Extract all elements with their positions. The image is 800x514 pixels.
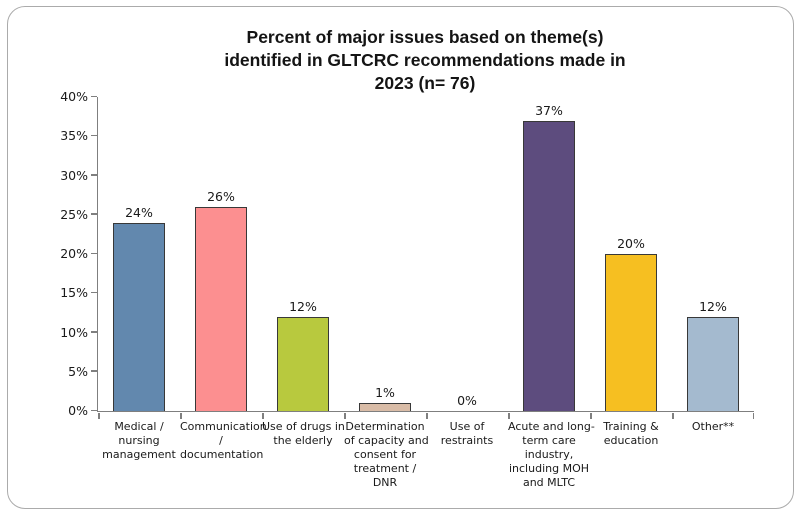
category-label-line: /: [219, 434, 223, 447]
x-tick-mark: [344, 412, 346, 419]
category-label: Acute and long-term care industry, includi…: [508, 420, 595, 490]
y-tick-mark: [90, 174, 97, 176]
bar-column: 37%: [508, 97, 590, 411]
y-tick-label: 35%: [60, 128, 88, 144]
bar-value-label: 37%: [535, 102, 563, 118]
y-tick-mark: [90, 291, 97, 294]
y-tick-mark: [90, 252, 97, 254]
category-label-line: industry,: [524, 448, 574, 461]
y-tick-label: 25%: [60, 206, 88, 222]
bar-column: 1%: [344, 97, 426, 411]
category-label-line: Other**: [691, 420, 735, 433]
bar: [277, 316, 329, 411]
bar-column: 24%: [98, 97, 180, 411]
category-label-line: education: [603, 434, 659, 447]
category-label-line: DNR: [372, 476, 398, 489]
y-tick-mark: [90, 331, 97, 333]
category-label: Use of restraints: [426, 420, 508, 490]
bar: [605, 254, 657, 411]
category-label-line: restraints: [440, 434, 494, 447]
y-tick-mark: [90, 95, 97, 97]
category-label-line: nursing: [118, 434, 160, 447]
category-label: Medical / nursing management: [98, 420, 180, 490]
category-label-line: Training &: [603, 420, 659, 433]
bar-value-label: 12%: [699, 298, 727, 314]
category-label: Other**: [672, 420, 754, 490]
y-tick-mark: [90, 213, 97, 215]
bar: [523, 120, 575, 411]
bar-value-label: 12%: [289, 298, 317, 314]
category-label-line: consent for: [353, 448, 417, 461]
y-tick-label: 40%: [60, 89, 88, 104]
x-tick-mark: [262, 412, 264, 419]
bar-value-label: 26%: [207, 188, 235, 204]
bar-column: 26%: [180, 97, 262, 411]
plot-area: 24% 26% 12% 1% 0% 37% 20% 12% Medical / nursing m…: [60, 90, 754, 489]
bar: [687, 316, 739, 411]
category-label: Training & education: [590, 420, 672, 490]
chart-title-line-3: 2023 (n= 76): [374, 73, 476, 93]
category-label-line: the elderly: [273, 434, 333, 447]
category-label: Determination of capacity and consent for t…: [344, 420, 429, 490]
category-label-line: Communication: [180, 420, 267, 433]
bar-column: 0%: [426, 97, 508, 411]
category-label: Communication / documentation: [180, 420, 267, 490]
category-label-line: Medical /: [114, 420, 164, 433]
category-label-line: and MLTC: [522, 476, 576, 489]
category-label-line: documentation: [180, 448, 264, 461]
y-tick-label: 20%: [60, 246, 88, 261]
y-tick-label: 10%: [60, 324, 88, 340]
y-tick-mark: [90, 409, 97, 411]
bar-value-label: 0%: [457, 393, 477, 408]
x-tick-mark: [672, 412, 674, 419]
chart-title: Percent of major issues based on theme(s…: [60, 26, 790, 95]
bar: [113, 222, 165, 411]
y-tick-mark: [90, 370, 97, 372]
x-tick-mark: [590, 412, 592, 419]
y-tick-mark: [90, 134, 97, 137]
category-label-line: Determination: [345, 420, 425, 433]
x-tick-mark: [508, 412, 510, 419]
category-label: Use of drugs in the elderly: [262, 420, 345, 490]
x-tick-mark: [752, 412, 754, 419]
bar-value-label: 1%: [375, 385, 395, 401]
category-label-line: Use of drugs in: [262, 420, 345, 433]
category-label-line: term care: [522, 434, 576, 447]
bar: [195, 206, 247, 411]
y-tick-label: 0%: [68, 403, 88, 418]
bar-series: 24% 26% 12% 1% 0% 37% 20% 12%: [98, 97, 754, 411]
bar-value-label: 24%: [125, 204, 153, 220]
bar: [359, 403, 411, 411]
chart-title-line-2: identified in GLTCRC recommendations mad…: [224, 50, 626, 70]
category-label-line: including MOH: [508, 462, 589, 475]
x-tick-mark: [98, 412, 100, 419]
y-tick-label: 15%: [60, 285, 88, 301]
bar-column: 12%: [672, 97, 754, 411]
x-tick-mark: [426, 412, 428, 419]
category-label-line: management: [102, 448, 176, 461]
x-axis-category-labels: Medical / nursing management Communication /…: [98, 420, 754, 490]
category-label-line: treatment /: [353, 462, 417, 475]
x-tick-mark: [180, 412, 182, 419]
bar-column: 12%: [262, 97, 344, 411]
bar-value-label: 20%: [617, 236, 645, 251]
y-tick-label: 30%: [60, 167, 88, 183]
y-tick-label: 5%: [68, 363, 88, 379]
category-label-line: Acute and long-: [508, 420, 595, 433]
bar-column: 20%: [590, 97, 672, 411]
category-label-line: Use of: [449, 420, 485, 433]
chart-title-line-1: Percent of major issues based on theme(s…: [246, 27, 604, 47]
category-label-line: of capacity and: [344, 434, 429, 447]
